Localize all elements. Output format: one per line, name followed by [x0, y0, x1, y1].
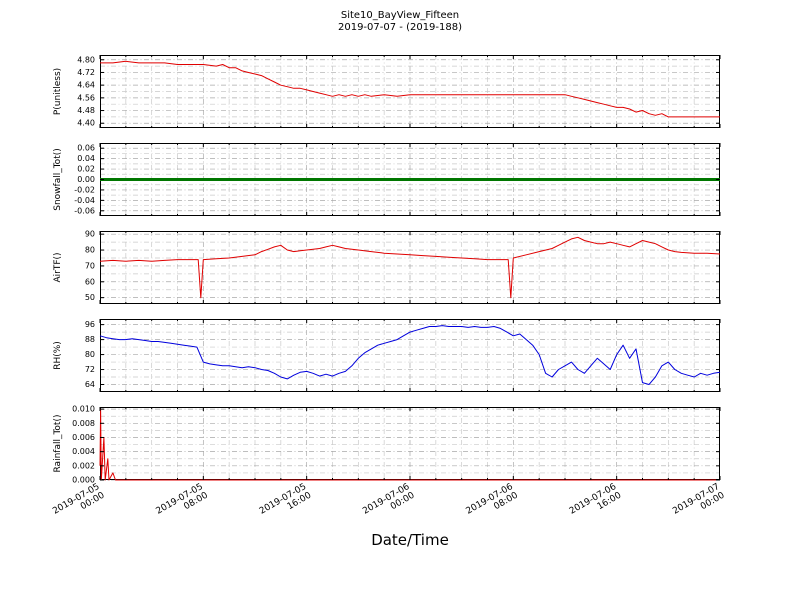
y-tick-label: 4.64 [77, 81, 95, 90]
y-tick-label: 0.006 [72, 433, 95, 442]
y-tick-label: 4.40 [77, 119, 95, 128]
x-tick-label: 2019-07-0700:00 [671, 482, 727, 526]
subplot-rh: 64 72 80 88 96 RH(%) [53, 319, 721, 392]
x-tick-label: 2019-07-0600:00 [361, 482, 417, 526]
x-tick-label: 2019-07-0508:00 [155, 482, 211, 526]
y-tick-label: 60 [85, 277, 95, 286]
x-tick-label: 2019-07-0516:00 [258, 482, 314, 526]
y-axis-label: P(unitless) [53, 68, 63, 115]
x-tick-label: 2019-07-0608:00 [465, 482, 521, 526]
y-axis-label: Rainfall_Tot() [53, 415, 63, 473]
y-tick-label: 0.002 [72, 461, 95, 470]
y-tick-label: 70 [85, 261, 95, 270]
y-tick-label: 50 [85, 293, 95, 302]
series-line-P [100, 60, 720, 118]
y-tick-label: 64 [85, 380, 95, 389]
x-axis-title: Date/Time [371, 531, 449, 549]
y-tick-label: -0.06 [74, 206, 95, 215]
y-tick-label: 96 [85, 320, 95, 329]
y-tick-label: 88 [85, 335, 95, 344]
subplot-airtf: 50 60 70 80 90 AirTF() [53, 230, 721, 304]
series-line-RH [99, 325, 721, 385]
y-axis-label: RH(%) [53, 341, 63, 370]
y-tick-label: 90 [85, 230, 95, 239]
y-tick-label: -0.02 [74, 185, 95, 194]
y-tick-label: -0.04 [74, 196, 95, 205]
y-tick-label: 0.004 [72, 447, 95, 456]
y-tick-label: 0.00 [77, 175, 95, 184]
y-tick-label: 4.48 [77, 106, 95, 115]
y-axis-label: AirTF() [53, 252, 63, 282]
y-tick-label: 0.000 [72, 476, 95, 485]
x-axis-tick-labels: 2019-07-0500:00 2019-07-0508:00 2019-07-05… [51, 482, 727, 526]
y-tick-label: 80 [85, 246, 95, 255]
y-tick-label: 0.008 [72, 419, 95, 428]
x-tick-label: 2019-07-0616:00 [568, 482, 624, 526]
y-tick-label: 0.04 [77, 154, 95, 163]
subplot-p-unitless: 4.40 4.48 4.56 4.64 4.72 4.80 P(unitless) [53, 55, 721, 128]
y-tick-label: 80 [85, 350, 95, 359]
y-tick-label: 4.72 [77, 68, 95, 77]
y-tick-label: 4.56 [77, 93, 95, 102]
subplot-snowfall-tot: -0.06-0.04 -0.020.000.02 0.040.06 Snowfall_… [53, 143, 721, 216]
figure-title: Site10_BayView_Fifteen [340, 10, 460, 21]
y-tick-label: 0.06 [77, 144, 95, 153]
y-axis-label: Snowfall_Tot() [53, 148, 63, 211]
y-tick-label: 0.02 [77, 165, 95, 174]
x-tick-label: 2019-07-0500:00 [51, 482, 107, 526]
y-tick-label: 0.010 [72, 405, 95, 414]
y-tick-label: 4.80 [77, 55, 95, 64]
y-tick-label: 72 [85, 365, 95, 374]
figure-subtitle: 2019-07-07 - (2019-188) [337, 22, 463, 33]
series-line-AirTF [99, 236, 721, 299]
subplot-rainfall-tot: 0.000 0.002 0.004 0.006 0.008 0.010 Rainfall_T… [53, 405, 721, 485]
